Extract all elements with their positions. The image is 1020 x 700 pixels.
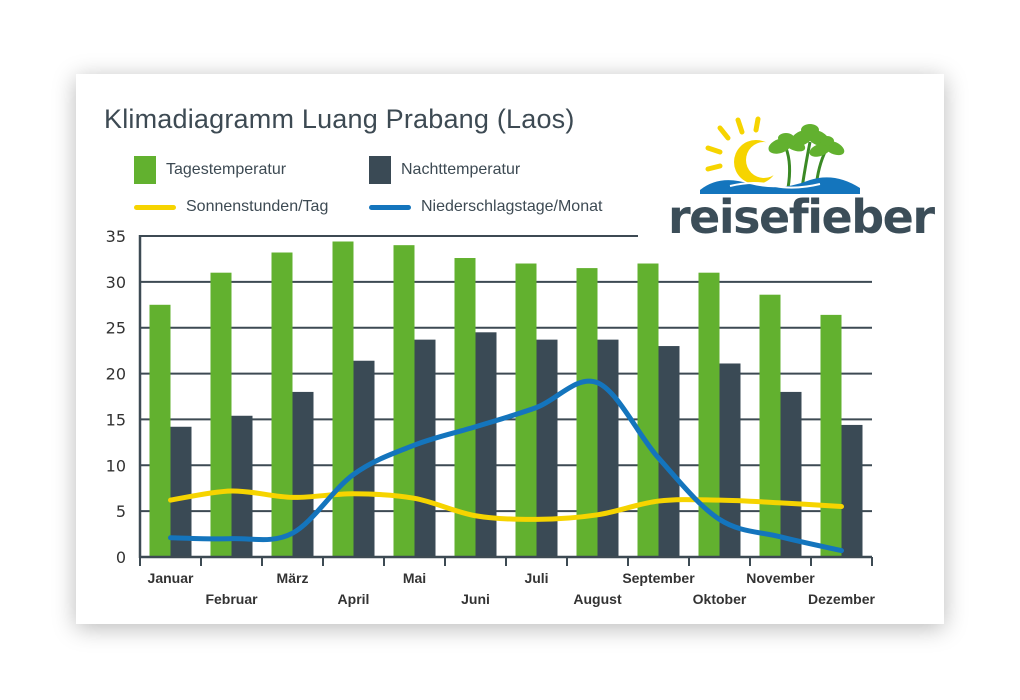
bar-tagestemperatur-september: [637, 263, 659, 557]
bar-tagestemperatur-dezember: [820, 314, 842, 557]
y-tick-label: 20: [106, 365, 126, 384]
bar-nachttemperatur-juli: [536, 339, 558, 557]
bar-nachttemperatur-april: [353, 360, 375, 557]
y-tick-label: 30: [106, 273, 126, 292]
legend-tagestemperatur: Tagestemperatur: [134, 156, 286, 184]
legend-nachttemperatur: Nachttemperatur: [369, 156, 520, 184]
climate-chart: 0 5 10 15 20 25 30 35 Januar Februar März April Mai J…: [106, 227, 876, 607]
reisefieber-logo: reisefieber: [660, 114, 935, 244]
legend-swatch-dark: [369, 156, 391, 184]
x-tick-label: Oktober: [693, 591, 747, 607]
bar-tagestemperatur-februar: [210, 272, 232, 557]
bar-nachttemperatur-januar: [170, 426, 192, 557]
x-tick-label: November: [746, 570, 815, 586]
bar-tagestemperatur-januar: [149, 304, 171, 557]
legend-line-blue: [369, 204, 411, 210]
x-tick-label: Mai: [403, 570, 426, 586]
bar-nachttemperatur-september: [658, 346, 680, 557]
bar-tagestemperatur-august: [576, 268, 598, 557]
y-tick-label: 0: [116, 548, 126, 567]
y-tick-label: 25: [106, 319, 126, 338]
line-sonnenstunden-tag: [168, 488, 844, 522]
bar-tagestemperatur-november: [759, 294, 781, 557]
x-tick-label: August: [573, 591, 622, 607]
legend-line-yellow: [134, 204, 176, 210]
sun-palm-icon: [700, 116, 860, 194]
x-tick-label: März: [277, 570, 309, 586]
y-tick-label: 10: [106, 456, 126, 475]
y-tick-label: 15: [106, 410, 126, 429]
bar-nachttemperatur-mai: [414, 339, 436, 557]
legend-label: Nachttemperatur: [401, 161, 521, 178]
chart-card: Klimadiagramm Luang Prabang (Laos) Tages…: [76, 74, 944, 624]
bar-nachttemperatur-dezember: [841, 424, 863, 557]
bar-nachttemperatur-märz: [292, 391, 314, 557]
bar-tagestemperatur-april: [332, 241, 354, 557]
y-tick-label: 35: [106, 227, 126, 246]
legend-label: Tagestemperatur: [166, 161, 287, 178]
bar-nachttemperatur-februar: [231, 415, 253, 557]
x-tick-label: April: [338, 591, 370, 607]
legend-sonnenstunden: Sonnenstunden/Tag: [134, 198, 328, 216]
x-tick-label: Juli: [524, 570, 548, 586]
bar-tagestemperatur-märz: [271, 252, 293, 557]
bar-tagestemperatur-juni: [454, 258, 476, 557]
bar-nachttemperatur-november: [780, 391, 802, 557]
bar-nachttemperatur-august: [597, 339, 619, 557]
legend-swatch-green: [134, 156, 156, 184]
bar-tagestemperatur-oktober: [698, 272, 720, 557]
bar-nachttemperatur-oktober: [719, 363, 741, 557]
legend-niederschlagstage: Niederschlagstage/Monat: [369, 198, 602, 216]
x-tick-label: Dezember: [808, 591, 875, 607]
bar-tagestemperatur-mai: [393, 245, 415, 557]
x-tick-label: Februar: [205, 591, 258, 607]
x-tick-label: Januar: [148, 570, 194, 586]
logo-text: reisefieber: [668, 190, 935, 244]
legend-label: Niederschlagstage/Monat: [421, 198, 603, 215]
chart-title: Klimadiagramm Luang Prabang (Laos): [104, 104, 575, 134]
x-tick-label: September: [622, 570, 695, 586]
x-tick-label: Juni: [461, 591, 490, 607]
y-tick-label: 5: [116, 502, 126, 521]
legend-label: Sonnenstunden/Tag: [186, 198, 329, 215]
bar-nachttemperatur-juni: [475, 332, 497, 557]
